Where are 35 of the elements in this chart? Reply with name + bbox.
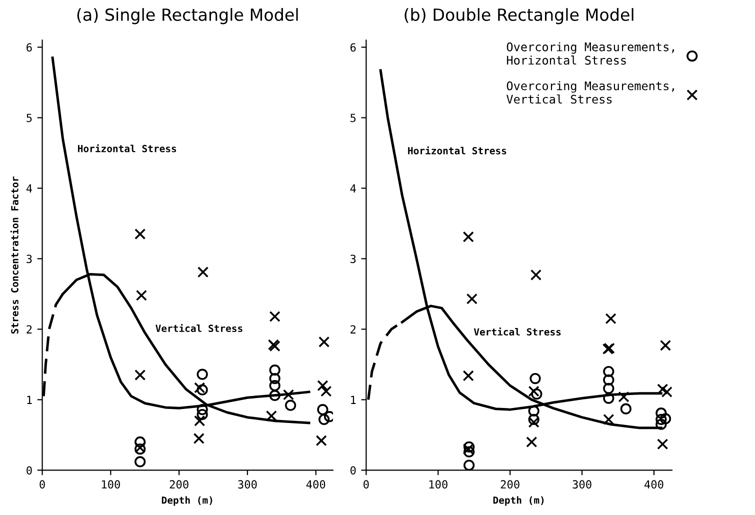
annotation: Horizontal Stress bbox=[78, 144, 176, 152]
legend-label: Overcoring Measurements, Vertical Stress bbox=[506, 81, 674, 104]
y-tick-label: 0 bbox=[26, 466, 32, 475]
y-tick-label: 5 bbox=[350, 114, 356, 122]
y-tick-label: 2 bbox=[26, 325, 32, 334]
x-tick-label: 100 bbox=[102, 480, 120, 489]
y-tick-label: 6 bbox=[26, 43, 32, 52]
x-tick-label: 200 bbox=[170, 480, 188, 489]
annotation: Vertical Stress bbox=[156, 324, 242, 332]
y-tick-label: 3 bbox=[350, 254, 356, 264]
x-tick-label: 300 bbox=[238, 480, 257, 489]
y-tick-label: 4 bbox=[350, 184, 356, 192]
y-axis-title: Stress Concentration Factor bbox=[10, 176, 18, 334]
y-tick-label: 0 bbox=[350, 466, 356, 475]
x-tick-label: 200 bbox=[500, 480, 520, 489]
y-tick-label: 1 bbox=[351, 396, 356, 404]
annotation: Vertical Stress bbox=[474, 328, 561, 336]
y-tick-label: 2 bbox=[350, 325, 356, 334]
y-tick-label: 6 bbox=[350, 43, 356, 52]
annotation: Horizontal Stress bbox=[408, 146, 506, 154]
x-tick-label: 300 bbox=[572, 480, 592, 489]
chart-title: (b) Double Rectangle Model bbox=[404, 8, 634, 24]
legend-label: Overcoring Measurements, Horizontal Stress bbox=[506, 42, 674, 65]
x-tick-label: 0 bbox=[40, 480, 45, 489]
x-tick-label: 400 bbox=[644, 480, 664, 489]
y-tick-label: 3 bbox=[26, 254, 32, 264]
y-tick-label: 1 bbox=[27, 396, 32, 404]
x-axis-title: Depth (m) bbox=[493, 496, 544, 506]
x-tick-label: 400 bbox=[306, 480, 326, 489]
x-tick-label: 0 bbox=[364, 480, 369, 489]
x-axis-title: Depth (m) bbox=[162, 496, 212, 506]
y-tick-label: 5 bbox=[26, 114, 32, 122]
chart-title: (a) Single Rectangle Model bbox=[77, 8, 298, 24]
y-tick-label: 4 bbox=[26, 184, 32, 192]
x-tick-label: 100 bbox=[429, 480, 448, 489]
